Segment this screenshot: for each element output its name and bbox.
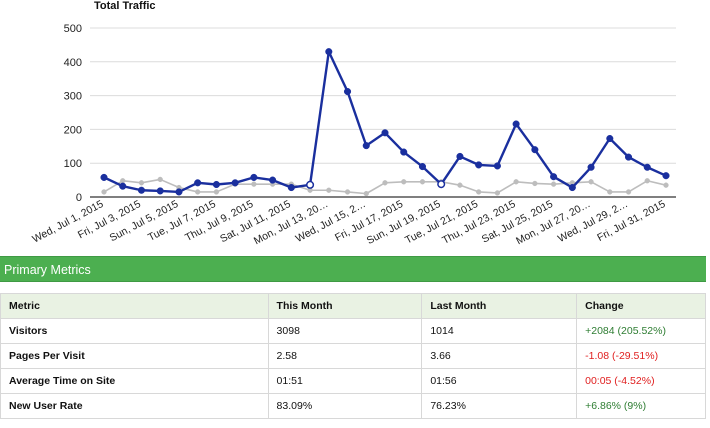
data-point-grey <box>195 189 201 195</box>
data-point-blue <box>456 152 464 160</box>
data-point-blue <box>231 179 239 187</box>
change-value: +2084 (205.52%) <box>576 318 706 344</box>
this-month-value: 3098 <box>267 318 423 344</box>
data-point-grey <box>138 180 145 186</box>
this-month-value: 83.09% <box>267 393 423 419</box>
data-point-blue <box>156 187 164 195</box>
primary-metrics-header: Primary Metrics <box>0 256 706 282</box>
last-month-value: 1014 <box>421 318 578 344</box>
column-header-metric: Metric <box>0 293 269 319</box>
last-month-value: 01:56 <box>421 368 578 394</box>
data-point-blue <box>531 146 539 154</box>
data-point-grey <box>120 178 126 184</box>
metric-name: Pages Per Visit <box>0 343 269 369</box>
chart-title: Total Traffic <box>94 0 156 12</box>
data-point-blue <box>568 183 576 192</box>
data-point-grey <box>494 190 501 196</box>
data-point-grey <box>663 182 669 188</box>
y-tick-label: 300 <box>64 91 82 103</box>
data-point-grey <box>213 189 220 195</box>
data-point-grey <box>644 178 650 184</box>
change-value: 00:05 (-4.52%) <box>576 368 706 394</box>
this-month-value: 01:51 <box>267 368 423 394</box>
data-point-blue <box>100 173 108 181</box>
data-point-grey <box>382 180 388 186</box>
data-point-blue <box>137 186 146 194</box>
last-month-value: 3.66 <box>421 343 578 369</box>
y-tick-label: 100 <box>64 158 82 170</box>
data-point-grey <box>101 189 107 195</box>
grid <box>90 27 676 198</box>
total-traffic-chart: Total Traffic 0 100 200 300 400 500 Wed, Jul … <box>30 0 676 247</box>
data-point-blue <box>550 173 558 181</box>
data-point-blue <box>343 87 352 96</box>
series-layer <box>100 48 670 197</box>
y-tick-label: 200 <box>64 124 82 136</box>
data-point-grey <box>401 179 407 185</box>
change-value: +6.86% (9%) <box>576 393 706 419</box>
data-point-grey <box>419 179 426 185</box>
data-point-grey <box>363 190 369 197</box>
this-month-value: 2.58 <box>267 343 423 369</box>
y-axis: 0 100 200 300 400 500 <box>64 23 82 204</box>
data-point-blue <box>287 183 295 192</box>
data-point-blue <box>643 163 651 171</box>
metric-name: Visitors <box>0 318 269 344</box>
table-header-row: Metric This Month Last Month Change <box>0 293 706 319</box>
change-value: -1.08 (-29.51%) <box>576 343 706 369</box>
y-tick-label: 400 <box>64 57 82 69</box>
data-point-blue <box>325 48 333 56</box>
data-point-grey <box>326 187 332 193</box>
y-tick-label: 0 <box>76 192 82 204</box>
data-point-blue <box>662 172 670 180</box>
table-row: New User Rate 83.09% 76.23% +6.86% (9%) <box>0 393 706 419</box>
table-row: Pages Per Visit 2.58 3.66 -1.08 (-29.51%… <box>0 343 706 369</box>
data-point-grey <box>457 182 463 188</box>
data-point-grey <box>532 180 538 187</box>
metric-name: Average Time on Site <box>0 368 269 394</box>
data-point-blue <box>119 182 127 190</box>
data-point-blue <box>250 173 258 181</box>
primary-metrics-table: Metric This Month Last Month Change Visi… <box>0 293 706 419</box>
data-point-blue <box>306 180 315 189</box>
data-point-blue <box>418 163 427 171</box>
column-header-change: Change <box>576 293 706 319</box>
data-point-blue <box>493 162 501 170</box>
data-point-blue <box>362 142 370 150</box>
traffic-line-chart: Total Traffic 0 100 200 300 400 500 Wed, Jul … <box>30 0 676 247</box>
data-point-blue <box>606 134 614 143</box>
data-point-blue <box>212 180 220 189</box>
column-header-this-month: This Month <box>267 293 423 319</box>
data-point-blue <box>269 176 277 184</box>
data-point-blue <box>194 179 202 187</box>
data-point-grey <box>251 181 257 187</box>
data-point-grey <box>157 176 163 183</box>
data-point-blue <box>587 163 595 171</box>
data-point-blue <box>512 120 520 128</box>
y-tick-label: 500 <box>64 23 82 35</box>
data-point-grey <box>344 189 351 195</box>
data-point-grey <box>513 179 519 185</box>
data-point-blue <box>400 148 408 156</box>
data-point-grey <box>476 189 482 195</box>
data-point-grey <box>607 189 613 195</box>
data-point-blue <box>437 180 446 189</box>
metric-name: New User Rate <box>0 393 269 419</box>
data-point-grey <box>550 181 557 187</box>
data-point-grey <box>588 179 594 185</box>
last-month-value: 76.23% <box>421 393 578 419</box>
data-point-blue <box>381 129 389 137</box>
data-point-grey <box>625 189 632 195</box>
data-point-blue <box>624 153 633 161</box>
table-row: Visitors 3098 1014 +2084 (205.52%) <box>0 318 706 344</box>
data-point-blue <box>175 188 183 196</box>
series-line-blue <box>103 50 667 194</box>
table-row: Average Time on Site 01:51 01:56 00:05 (… <box>0 368 706 394</box>
data-point-blue <box>475 161 483 169</box>
column-header-last-month: Last Month <box>421 293 578 319</box>
